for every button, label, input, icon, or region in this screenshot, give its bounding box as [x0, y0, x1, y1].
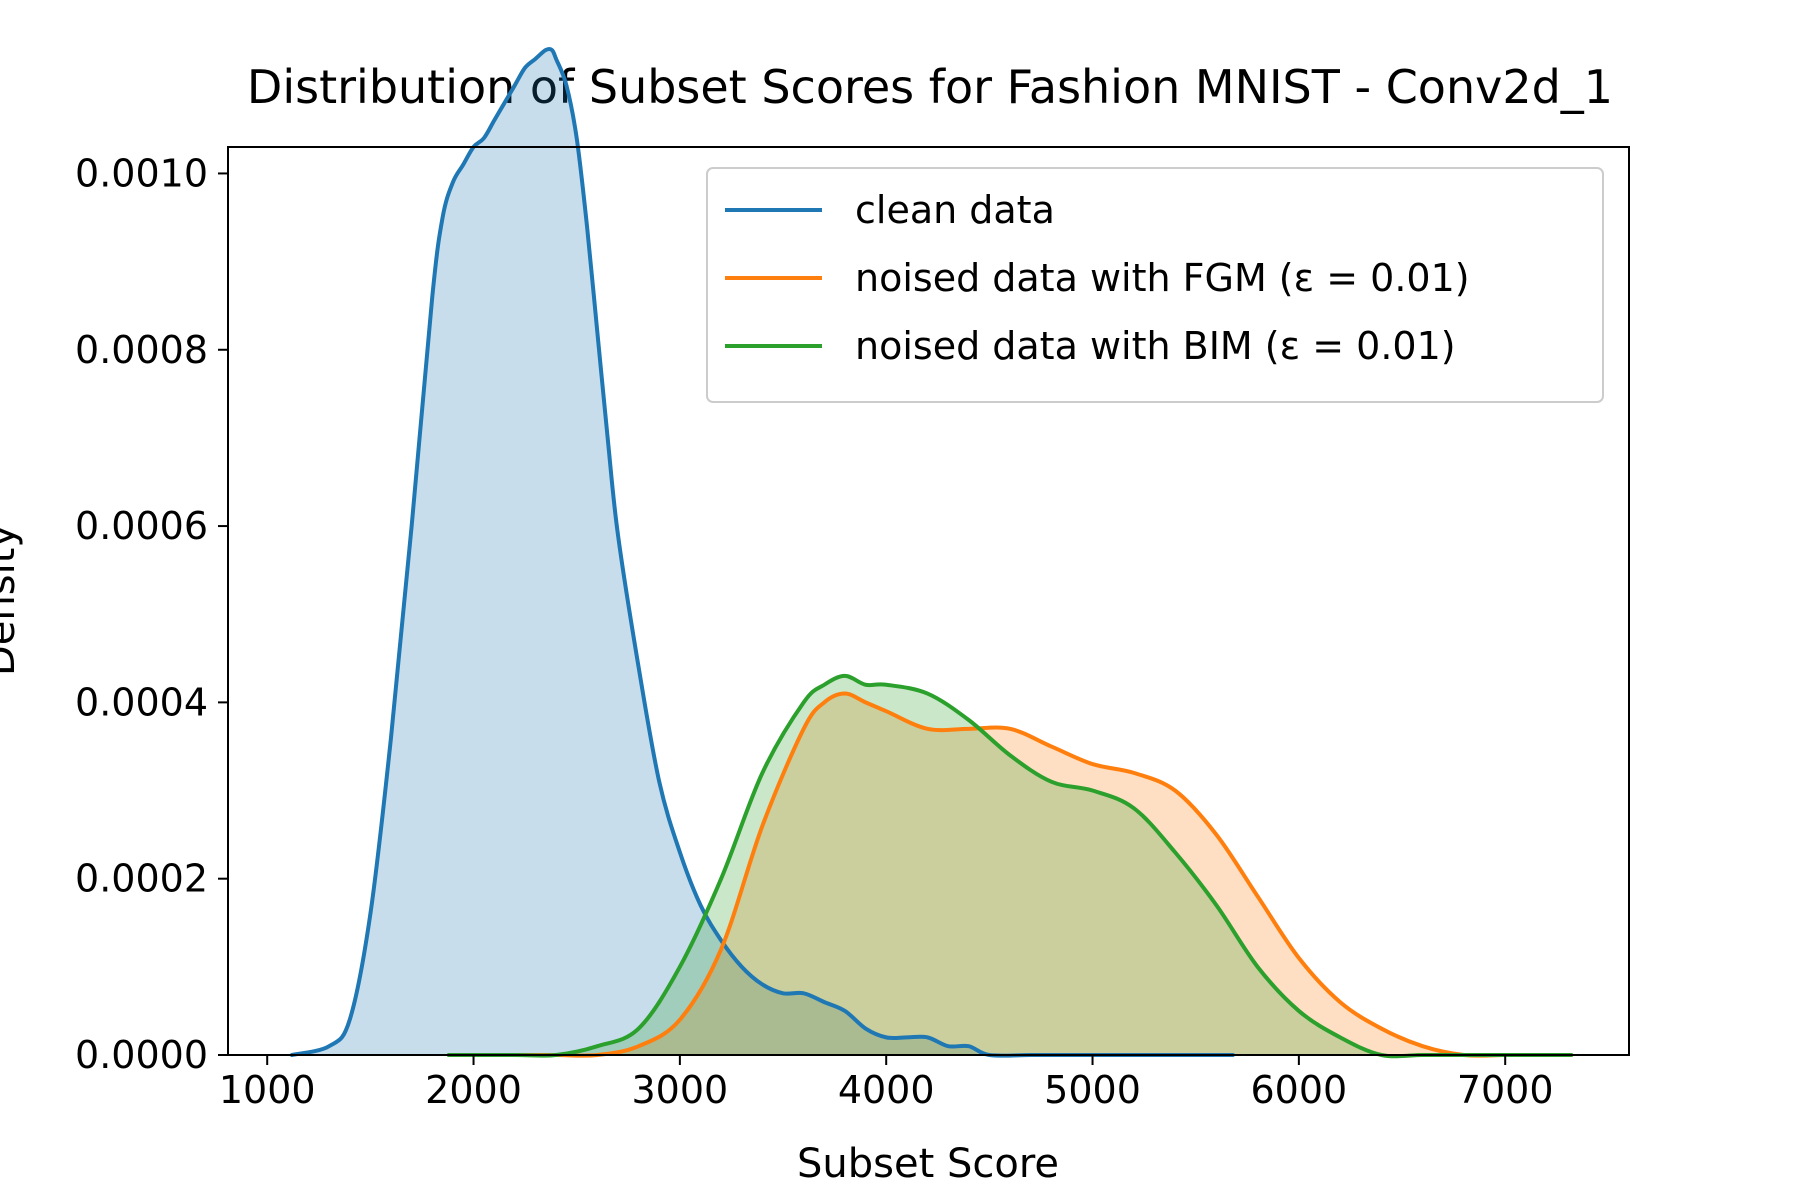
y-tick-label: 0.0010: [75, 151, 208, 195]
series-fills: [291, 48, 1572, 1057]
legend-label: clean data: [855, 188, 1055, 232]
x-tick-label: 4000: [838, 1068, 935, 1112]
x-tick-label: 3000: [632, 1068, 729, 1112]
x-axis-ticks: 1000 2000 3000 4000 5000 6000 7000: [219, 1055, 1554, 1112]
legend-box: [706, 167, 1604, 403]
y-tick-label: 0.0002: [75, 857, 208, 901]
series-fill-2: [448, 675, 1572, 1057]
legend-label: noised data with FGM (ε = 0.01): [855, 256, 1470, 300]
y-tick-label: 0.0006: [75, 504, 208, 548]
legend: clean data noised data with FGM (ε = 0.01…: [706, 167, 1604, 403]
chart-title: Distribution of Subset Scores for Fashio…: [247, 60, 1613, 114]
x-tick-label: 5000: [1044, 1068, 1141, 1112]
series-fill-1: [448, 693, 1572, 1056]
y-axis-label: Density: [0, 524, 24, 676]
series-fill-0: [291, 48, 1233, 1056]
plot-area-frame: [227, 146, 1630, 1056]
series-line-1: [446, 691, 1574, 1058]
legend-label: noised data with BIM (ε = 0.01): [855, 324, 1456, 368]
y-tick-label: 0.0000: [75, 1033, 208, 1077]
y-tick-label: 0.0004: [75, 680, 208, 724]
x-tick-label: 2000: [425, 1068, 522, 1112]
x-axis-label: Subset Score: [797, 1141, 1059, 1187]
y-tick-label: 0.0008: [75, 328, 208, 372]
series-line-0: [289, 46, 1235, 1058]
x-tick-label: 7000: [1457, 1068, 1554, 1112]
x-tick-label: 1000: [219, 1068, 316, 1112]
x-tick-label: 6000: [1251, 1068, 1348, 1112]
y-axis-ticks: 0.0000 0.0002 0.0004 0.0006 0.0008 0.0010: [75, 151, 228, 1077]
